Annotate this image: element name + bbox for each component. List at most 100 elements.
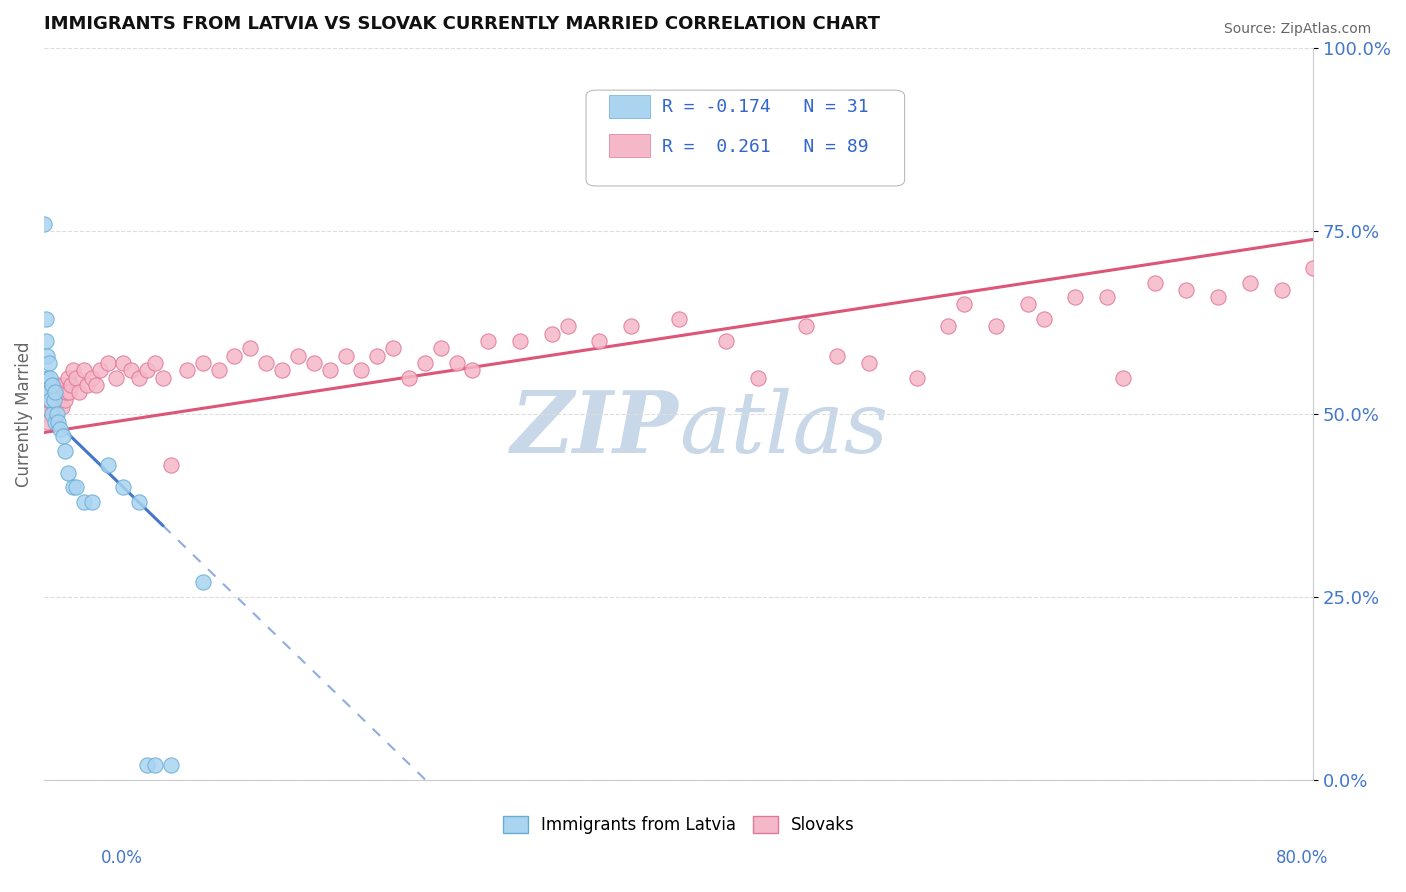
- Point: [366, 349, 388, 363]
- Point: [41, 407, 63, 421]
- Text: Source: ZipAtlas.com: Source: ZipAtlas.com: [1223, 22, 1371, 37]
- Point: [350, 363, 373, 377]
- Point: [97, 356, 120, 370]
- Point: [905, 370, 928, 384]
- Point: [32, 407, 55, 421]
- Point: [67, 385, 90, 400]
- Point: [39, 370, 62, 384]
- Point: [176, 363, 198, 377]
- Point: [429, 342, 451, 356]
- Point: [953, 297, 976, 311]
- Point: [143, 758, 166, 772]
- Point: [1302, 260, 1324, 275]
- Point: [160, 758, 183, 772]
- Point: [1270, 283, 1292, 297]
- Point: [858, 356, 880, 370]
- Point: [55, 385, 77, 400]
- Point: [73, 363, 96, 377]
- Text: R =  0.261   N = 89: R = 0.261 N = 89: [662, 137, 869, 156]
- Point: [44, 415, 66, 429]
- Point: [1064, 290, 1087, 304]
- Point: [382, 342, 405, 356]
- Point: [48, 415, 70, 429]
- Point: [143, 356, 166, 370]
- Point: [42, 392, 65, 407]
- Text: ZIP: ZIP: [510, 387, 679, 471]
- Point: [588, 334, 610, 348]
- Point: [1032, 312, 1054, 326]
- Point: [62, 363, 84, 377]
- Point: [48, 392, 70, 407]
- Text: R = -0.174   N = 31: R = -0.174 N = 31: [662, 98, 869, 116]
- Point: [45, 407, 67, 421]
- Point: [104, 370, 127, 384]
- Point: [41, 378, 63, 392]
- Point: [112, 480, 135, 494]
- Point: [41, 378, 63, 392]
- Point: [747, 370, 769, 384]
- Point: [152, 370, 174, 384]
- Text: atlas: atlas: [679, 387, 887, 470]
- Point: [44, 385, 66, 400]
- Text: IMMIGRANTS FROM LATVIA VS SLOVAK CURRENTLY MARRIED CORRELATION CHART: IMMIGRANTS FROM LATVIA VS SLOVAK CURRENT…: [44, 15, 880, 33]
- Point: [827, 349, 849, 363]
- Point: [35, 400, 58, 414]
- Point: [938, 319, 960, 334]
- Point: [794, 319, 817, 334]
- Point: [49, 422, 72, 436]
- Point: [1206, 290, 1229, 304]
- FancyBboxPatch shape: [609, 134, 650, 157]
- FancyBboxPatch shape: [609, 95, 650, 118]
- Point: [65, 370, 87, 384]
- Point: [42, 392, 65, 407]
- Point: [58, 385, 80, 400]
- Point: [984, 319, 1007, 334]
- Point: [39, 392, 62, 407]
- Point: [56, 370, 79, 384]
- Point: [413, 356, 436, 370]
- Point: [97, 458, 120, 473]
- Point: [32, 392, 55, 407]
- Point: [44, 385, 66, 400]
- Point: [136, 363, 159, 377]
- Point: [271, 363, 294, 377]
- Point: [52, 429, 75, 443]
- Y-axis label: Currently Married: Currently Married: [15, 342, 32, 487]
- Point: [191, 575, 214, 590]
- Point: [53, 392, 76, 407]
- Point: [318, 363, 340, 377]
- Point: [668, 312, 690, 326]
- Point: [37, 349, 59, 363]
- Point: [398, 370, 420, 384]
- Point: [37, 392, 59, 407]
- Point: [38, 385, 60, 400]
- Point: [620, 319, 643, 334]
- Point: [128, 370, 150, 384]
- Point: [35, 312, 58, 326]
- Point: [32, 217, 55, 231]
- Point: [35, 334, 58, 348]
- Point: [53, 443, 76, 458]
- Point: [1143, 276, 1166, 290]
- Point: [89, 363, 111, 377]
- Point: [73, 495, 96, 509]
- Point: [1017, 297, 1039, 311]
- Point: [136, 758, 159, 772]
- Point: [509, 334, 531, 348]
- FancyBboxPatch shape: [586, 90, 904, 186]
- Point: [62, 480, 84, 494]
- Point: [76, 378, 98, 392]
- Text: 80.0%: 80.0%: [1277, 849, 1329, 867]
- Point: [1112, 370, 1135, 384]
- Point: [60, 378, 83, 392]
- Point: [65, 480, 87, 494]
- Point: [1381, 575, 1403, 590]
- Point: [86, 378, 108, 392]
- Point: [302, 356, 325, 370]
- Text: 0.0%: 0.0%: [101, 849, 143, 867]
- Point: [254, 356, 277, 370]
- Point: [207, 363, 229, 377]
- Point: [1334, 458, 1357, 473]
- Point: [80, 370, 103, 384]
- Point: [38, 356, 60, 370]
